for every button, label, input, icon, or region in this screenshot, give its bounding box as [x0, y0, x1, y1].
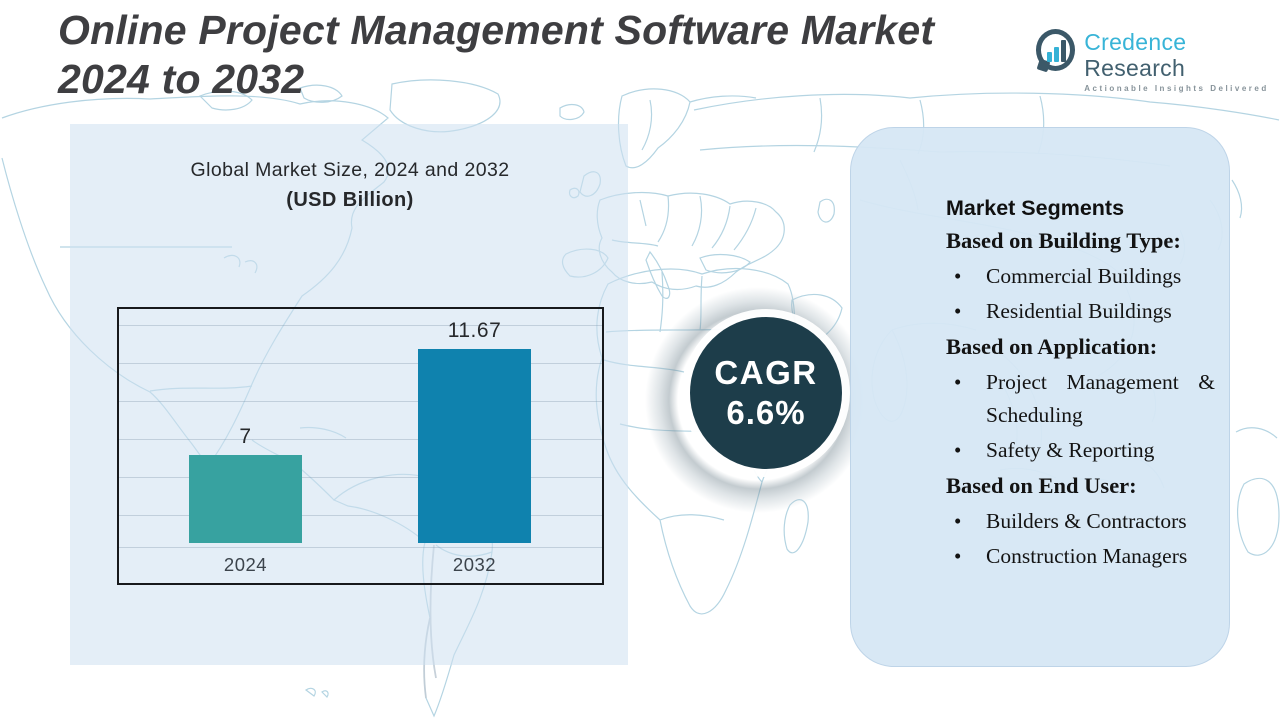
logo-wordmark: Credence Research: [1084, 29, 1280, 81]
market-segments-heading: Market Segments: [946, 196, 1125, 220]
x-axis-label-2024: 2024: [223, 554, 268, 575]
gridline: [119, 477, 602, 478]
cagr-label: CAGR: [714, 354, 818, 391]
chart-title-block: Global Market Size, 2024 and 2032 (USD B…: [95, 159, 605, 212]
page-title-line2: 2024 to 2032: [58, 56, 305, 102]
logo-bar-tall: [1061, 40, 1066, 62]
logo-brand-primary: Credence: [1084, 29, 1187, 55]
plot-area: 7 11.67: [119, 309, 602, 543]
credence-research-logo: Credence Research Actionable Insights De…: [1036, 29, 1280, 93]
gridline: [119, 515, 602, 516]
segment-item: Construction Managers: [946, 540, 1215, 573]
bar-2024: 7: [189, 425, 302, 543]
segment-group-heading-building-type: Based on Building Type:: [946, 228, 1181, 253]
segment-item: Commercial Buildings: [946, 260, 1215, 293]
logo-bar-small: [1047, 52, 1052, 62]
bar-chart-bubble-icon: [1036, 29, 1076, 73]
logo-ring-shape: [1036, 29, 1076, 71]
bar-2032-value-label: 11.67: [447, 319, 502, 342]
bar-2024-value-label: 7: [239, 425, 252, 448]
chart-panel-background: [70, 124, 628, 665]
chart-subtitle: (USD Billion): [286, 189, 414, 211]
gridline: [119, 325, 602, 326]
page-title-line1: Online Project Management Software Marke…: [58, 7, 935, 53]
segment-item: Residential Buildings: [946, 295, 1215, 328]
x-axis-label-2032: 2032: [452, 554, 497, 575]
cagr-badge: CAGR 6.6%: [690, 317, 842, 469]
segment-group-heading-application: Based on Application:: [946, 334, 1158, 359]
logo-tagline: Actionable Insights Delivered: [1084, 84, 1269, 93]
segment-item: Safety & Reporting: [946, 434, 1215, 467]
cagr-value: 6.6%: [726, 394, 806, 431]
logo-bar-medium: [1054, 47, 1059, 62]
logo-brand-secondary: Research: [1084, 55, 1186, 81]
logo-text-block: Credence Research Actionable Insights De…: [1084, 29, 1280, 93]
segment-item: Project Management & Scheduling: [946, 366, 1215, 432]
market-segments-panel: Market Segments Based on Building Type: …: [850, 127, 1230, 667]
bar-2032: 11.67: [418, 319, 531, 543]
gridline: [119, 401, 602, 402]
bar-chart: 7 11.67 2024 2032: [117, 307, 604, 585]
segment-list-building-type: Commercial Buildings Residential Buildin…: [946, 260, 1215, 328]
chart-title: Global Market Size, 2024 and 2032: [190, 159, 510, 181]
page-title: Online Project Management Software Marke…: [58, 6, 934, 104]
gridline: [119, 363, 602, 364]
gridline: [119, 439, 602, 440]
segment-item: Builders & Contractors: [946, 505, 1215, 538]
baseline-gridline: [119, 547, 602, 548]
segment-list-end-user: Builders & Contractors Construction Mana…: [946, 505, 1215, 573]
segment-list-application: Project Management & Scheduling Safety &…: [946, 366, 1215, 467]
segment-group-heading-end-user: Based on End User:: [946, 473, 1137, 498]
